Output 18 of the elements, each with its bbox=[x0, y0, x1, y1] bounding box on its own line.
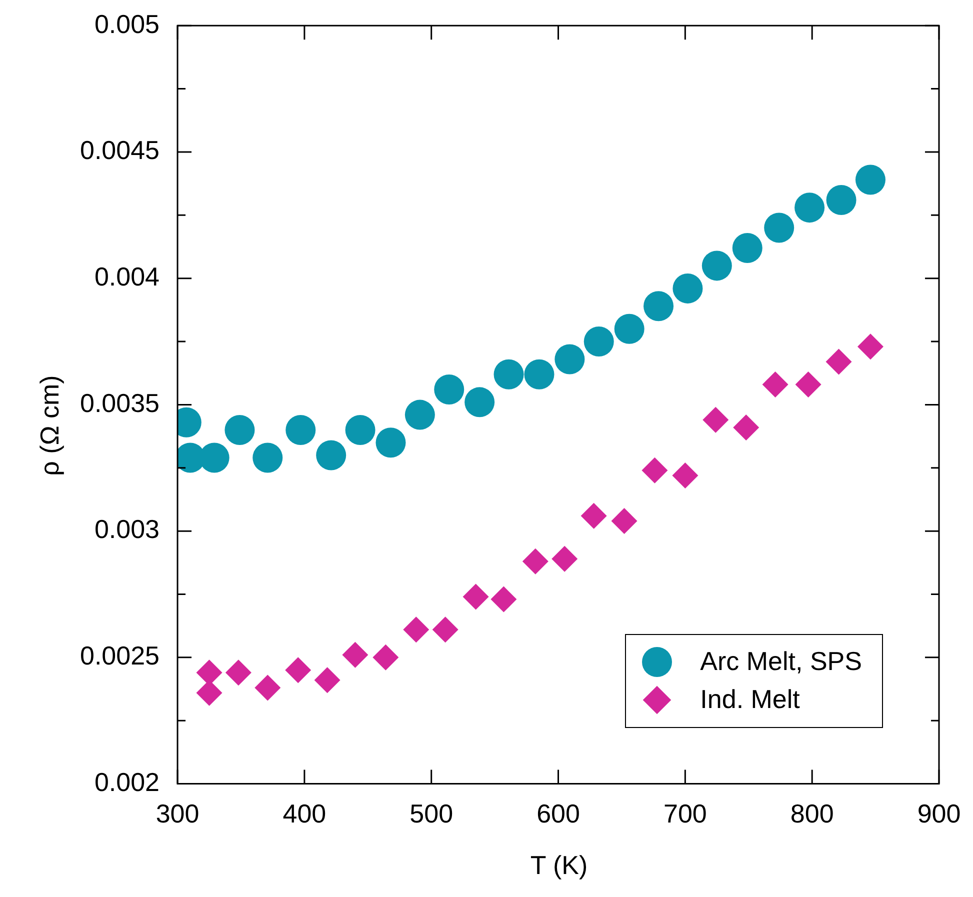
x-tick-label: 800 bbox=[790, 798, 834, 829]
y-tick-label: 0.0035 bbox=[80, 388, 160, 418]
y-tick-label: 0.005 bbox=[94, 8, 160, 39]
y-tick-label: 0.003 bbox=[94, 514, 160, 544]
legend-label: Arc Melt, SPS bbox=[700, 646, 862, 678]
x-tick-label: 700 bbox=[663, 798, 707, 829]
y-tick-label: 0.004 bbox=[94, 262, 160, 292]
x-tick-label: 600 bbox=[536, 798, 580, 829]
x-tick-label: 500 bbox=[410, 798, 454, 829]
y-tick-label: 0.002 bbox=[94, 766, 160, 797]
y-tick-label: 0.0045 bbox=[80, 135, 160, 166]
x-tick-label: 900 bbox=[917, 798, 961, 829]
legend-label: Ind. Melt bbox=[700, 684, 800, 716]
x-tick-label: 400 bbox=[282, 798, 326, 829]
x-tick-label: 300 bbox=[156, 798, 200, 829]
y-axis-title: ρ (Ω cm) bbox=[34, 374, 66, 478]
y-tick-label: 0.0025 bbox=[80, 640, 160, 671]
x-axis-title: T (K) bbox=[529, 850, 589, 881]
